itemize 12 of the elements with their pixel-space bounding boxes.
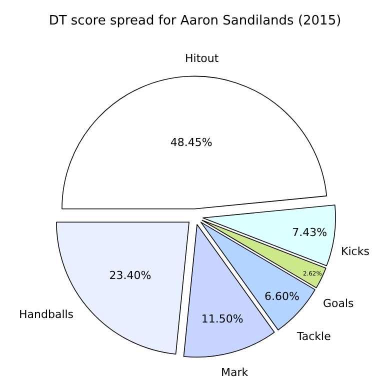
- data-label: 6.60%: [264, 290, 300, 303]
- slice-label: Tackle: [296, 330, 332, 343]
- slice-label: Mark: [221, 366, 249, 379]
- slice-label: Hitout: [185, 52, 220, 65]
- slice-label: Handballs: [19, 308, 74, 321]
- slice-label: Goals: [323, 297, 354, 310]
- data-label: 7.43%: [292, 226, 328, 239]
- data-label: 11.50%: [201, 312, 244, 326]
- chart-title: DT score spread for Aaron Sandilands (2015): [48, 14, 342, 29]
- slice-label: Kicks: [341, 245, 370, 258]
- data-label: 23.40%: [109, 268, 152, 282]
- data-label: 48.45%: [170, 136, 212, 150]
